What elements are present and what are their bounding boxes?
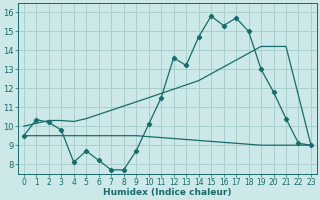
X-axis label: Humidex (Indice chaleur): Humidex (Indice chaleur) [103,188,232,197]
